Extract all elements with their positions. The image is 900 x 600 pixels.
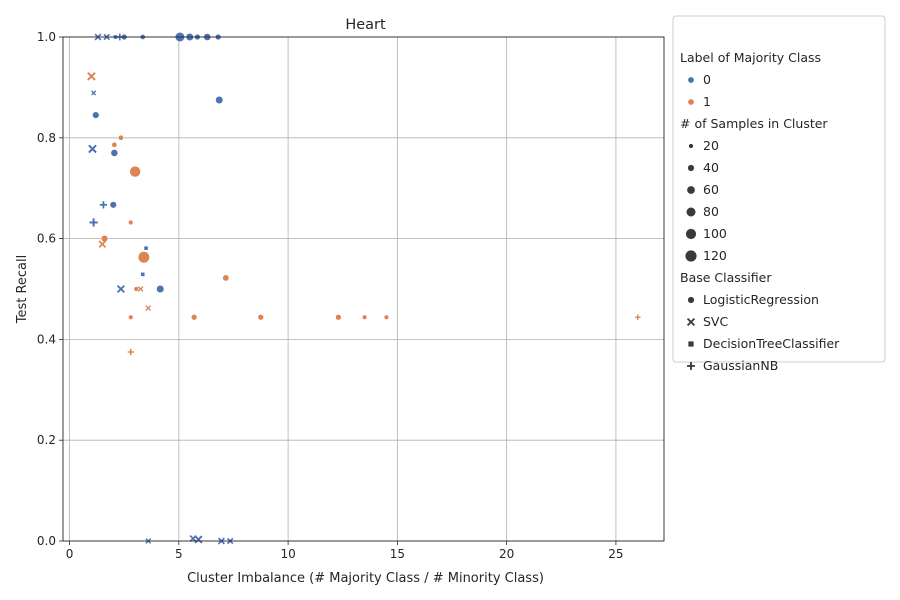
data-point-circle xyxy=(129,165,141,178)
data-point-circle xyxy=(109,201,117,209)
data-point-x xyxy=(91,90,97,96)
y-tick-label: 0.0 xyxy=(37,534,56,548)
legend-marker-swatch xyxy=(686,317,696,327)
data-point-circle xyxy=(335,313,342,321)
legend-color-swatch xyxy=(687,98,695,106)
data-point-circle xyxy=(190,313,198,321)
data-point-square xyxy=(143,245,149,251)
data-point-circle xyxy=(110,149,119,157)
legend-size-swatch xyxy=(685,228,697,240)
x-axis-label: Cluster Imbalance (# Majority Class / # … xyxy=(187,571,544,586)
legend-entry: 80 xyxy=(703,204,719,219)
x-tick-label: 15 xyxy=(390,547,405,561)
legend-marker-swatch xyxy=(687,296,695,304)
y-tick-label: 0.8 xyxy=(37,131,56,145)
y-tick-label: 0.2 xyxy=(37,433,56,447)
data-point-x xyxy=(88,144,97,154)
legend-size-swatch xyxy=(686,185,696,195)
legend-entry: 1 xyxy=(703,94,711,109)
x-tick-label: 20 xyxy=(499,547,514,561)
data-point-circle xyxy=(156,284,165,294)
legend-entry: 40 xyxy=(703,160,719,175)
legend-entry: DecisionTreeClassifier xyxy=(703,336,840,351)
legend-marker-swatch xyxy=(687,362,695,370)
legend-title: Base Classifier xyxy=(680,270,772,285)
legend-entry: GaussianNB xyxy=(703,358,778,373)
legend-color-swatch xyxy=(687,76,695,84)
legend-title: # of Samples in Cluster xyxy=(680,116,828,131)
data-point-plus xyxy=(635,314,641,320)
data-point-circle xyxy=(117,134,124,141)
x-tick-label: 10 xyxy=(280,547,295,561)
x-tick-label: 0 xyxy=(66,547,74,561)
data-point-x xyxy=(194,535,203,544)
data-point-circle xyxy=(128,219,134,226)
legend-entry: 20 xyxy=(703,138,719,153)
legend-box xyxy=(672,15,886,363)
data-point-x xyxy=(98,240,107,248)
data-point-plus xyxy=(99,201,108,209)
y-tick-label: 0.6 xyxy=(37,232,56,246)
legend-size-swatch xyxy=(687,164,695,172)
legend-entry: 60 xyxy=(703,182,719,197)
x-tick-label: 5 xyxy=(175,547,183,561)
data-point-circle xyxy=(222,274,230,282)
data-point-circle xyxy=(92,111,100,119)
legend-title: Label of Majority Class xyxy=(680,50,821,65)
legend-entry: 0 xyxy=(703,72,711,87)
data-point-plus xyxy=(127,348,134,356)
y-tick-label: 1.0 xyxy=(37,30,56,44)
y-axis-label: Test Recall xyxy=(15,255,30,325)
legend-size-swatch xyxy=(685,206,697,218)
legend-entry: 100 xyxy=(703,226,727,241)
chart-title: Heart xyxy=(345,17,386,33)
y-tick-label: 0.4 xyxy=(37,332,56,346)
data-point-square xyxy=(140,272,146,277)
axis-ticks: 0 5 10 15 20 25 0.0 0.2 0.4 0.6 0.8 1.0 xyxy=(37,30,624,561)
grid xyxy=(63,36,664,542)
legend-size-swatch xyxy=(688,143,694,149)
x-tick-label: 25 xyxy=(608,547,623,561)
legend: Label of Majority Class 0 1 # of Samples in… xyxy=(672,15,886,373)
legend-size-swatch xyxy=(684,249,698,263)
legend-entry: 120 xyxy=(703,248,727,263)
legend-entry: LogisticRegression xyxy=(703,292,819,307)
data-point-x xyxy=(137,286,144,292)
data-point-circle xyxy=(133,286,139,292)
data-point-plus xyxy=(89,218,98,227)
data-point-circle xyxy=(111,141,118,148)
legend-marker-swatch xyxy=(687,340,695,348)
data-point-x xyxy=(116,284,125,294)
data-points xyxy=(87,31,641,545)
data-point-x xyxy=(87,72,96,81)
data-point-circle xyxy=(215,95,224,105)
legend-entry: SVC xyxy=(703,314,728,329)
data-point-circle xyxy=(137,251,150,264)
data-point-x xyxy=(145,305,152,312)
data-point-circle xyxy=(128,314,134,320)
data-point-circle xyxy=(383,314,390,320)
data-point-circle xyxy=(361,314,368,320)
plot-frame xyxy=(62,36,665,542)
data-point-circle xyxy=(257,313,265,321)
